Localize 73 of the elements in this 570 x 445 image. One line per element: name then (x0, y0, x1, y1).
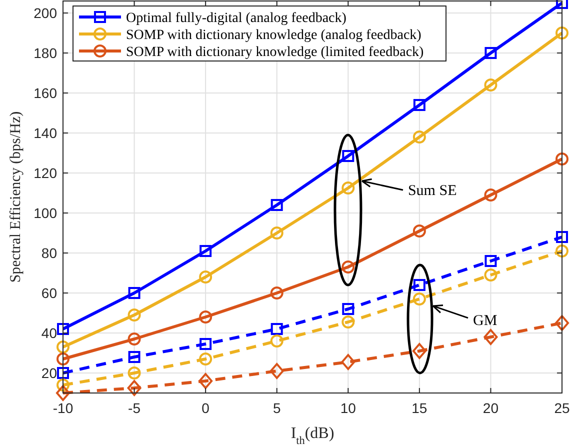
x-axis-title: I$_{th}$(dB) (290, 425, 334, 445)
y-tick-label: 60 (41, 285, 58, 301)
point (128, 287, 140, 299)
point (484, 329, 498, 345)
legend-label: Optimal fully-digital (analog feedback) (126, 11, 347, 26)
point (556, 0, 568, 9)
point (270, 286, 284, 300)
y-tick-label: 200 (34, 5, 58, 21)
point (128, 308, 141, 322)
point (199, 270, 212, 284)
point (484, 47, 497, 59)
point (342, 303, 354, 315)
x-tick-label: 10 (340, 400, 356, 416)
point (342, 182, 355, 194)
annotation: Sum SE (408, 183, 457, 199)
point (270, 323, 283, 335)
point (199, 352, 212, 366)
point (556, 26, 568, 40)
point (341, 354, 356, 370)
point (342, 260, 355, 274)
x-tick-label: 5 (272, 400, 281, 416)
point (412, 130, 426, 144)
point (56, 378, 70, 392)
x-tick-label: 0 (202, 400, 210, 416)
point (57, 323, 69, 335)
y-tick-label: 160 (34, 85, 58, 101)
point (342, 316, 355, 328)
point (200, 245, 212, 257)
y-tick-label: 120 (34, 165, 58, 181)
x-tick-label: 20 (482, 400, 499, 416)
y-tick-label: 180 (34, 45, 58, 61)
point (270, 199, 283, 211)
point (270, 334, 284, 348)
y-tick-label: 40 (41, 325, 58, 341)
point (484, 78, 498, 92)
point (342, 150, 354, 162)
point (484, 188, 498, 202)
point (484, 255, 497, 267)
point (556, 244, 568, 258)
point (270, 363, 284, 379)
legend-label: SOMP with dictionary knowledge (analog feedback) (126, 28, 422, 43)
point (413, 99, 426, 111)
x-tick-label: 25 (554, 400, 570, 416)
point (199, 310, 212, 324)
point (56, 385, 70, 401)
point (556, 152, 568, 166)
point (128, 351, 140, 363)
point (56, 352, 70, 366)
point (56, 340, 70, 354)
x-tick-label: -5 (128, 400, 141, 416)
point (556, 231, 568, 243)
point (484, 268, 498, 282)
y-tick-label: 20 (41, 365, 58, 381)
point (127, 380, 142, 396)
point (128, 366, 141, 380)
legend-label: SOMP with dictionary knowledge (limited feedback) (126, 45, 424, 60)
y-tick-label: 140 (34, 125, 58, 141)
x-tick-label: -10 (52, 400, 74, 416)
x-tick-label: 15 (412, 400, 428, 416)
y-tick-label: 100 (34, 205, 58, 221)
point (555, 315, 569, 331)
point (57, 367, 69, 379)
point (412, 292, 426, 306)
y-axis-title: Spectral Efficiency (bps/Hz) (8, 111, 24, 283)
point (270, 226, 284, 240)
point (128, 332, 141, 346)
point (412, 343, 426, 359)
point (413, 279, 426, 291)
point (412, 224, 426, 238)
y-tick-label: 80 (41, 245, 58, 261)
point (198, 373, 213, 389)
point (200, 338, 212, 350)
annotation: GM (473, 312, 498, 329)
